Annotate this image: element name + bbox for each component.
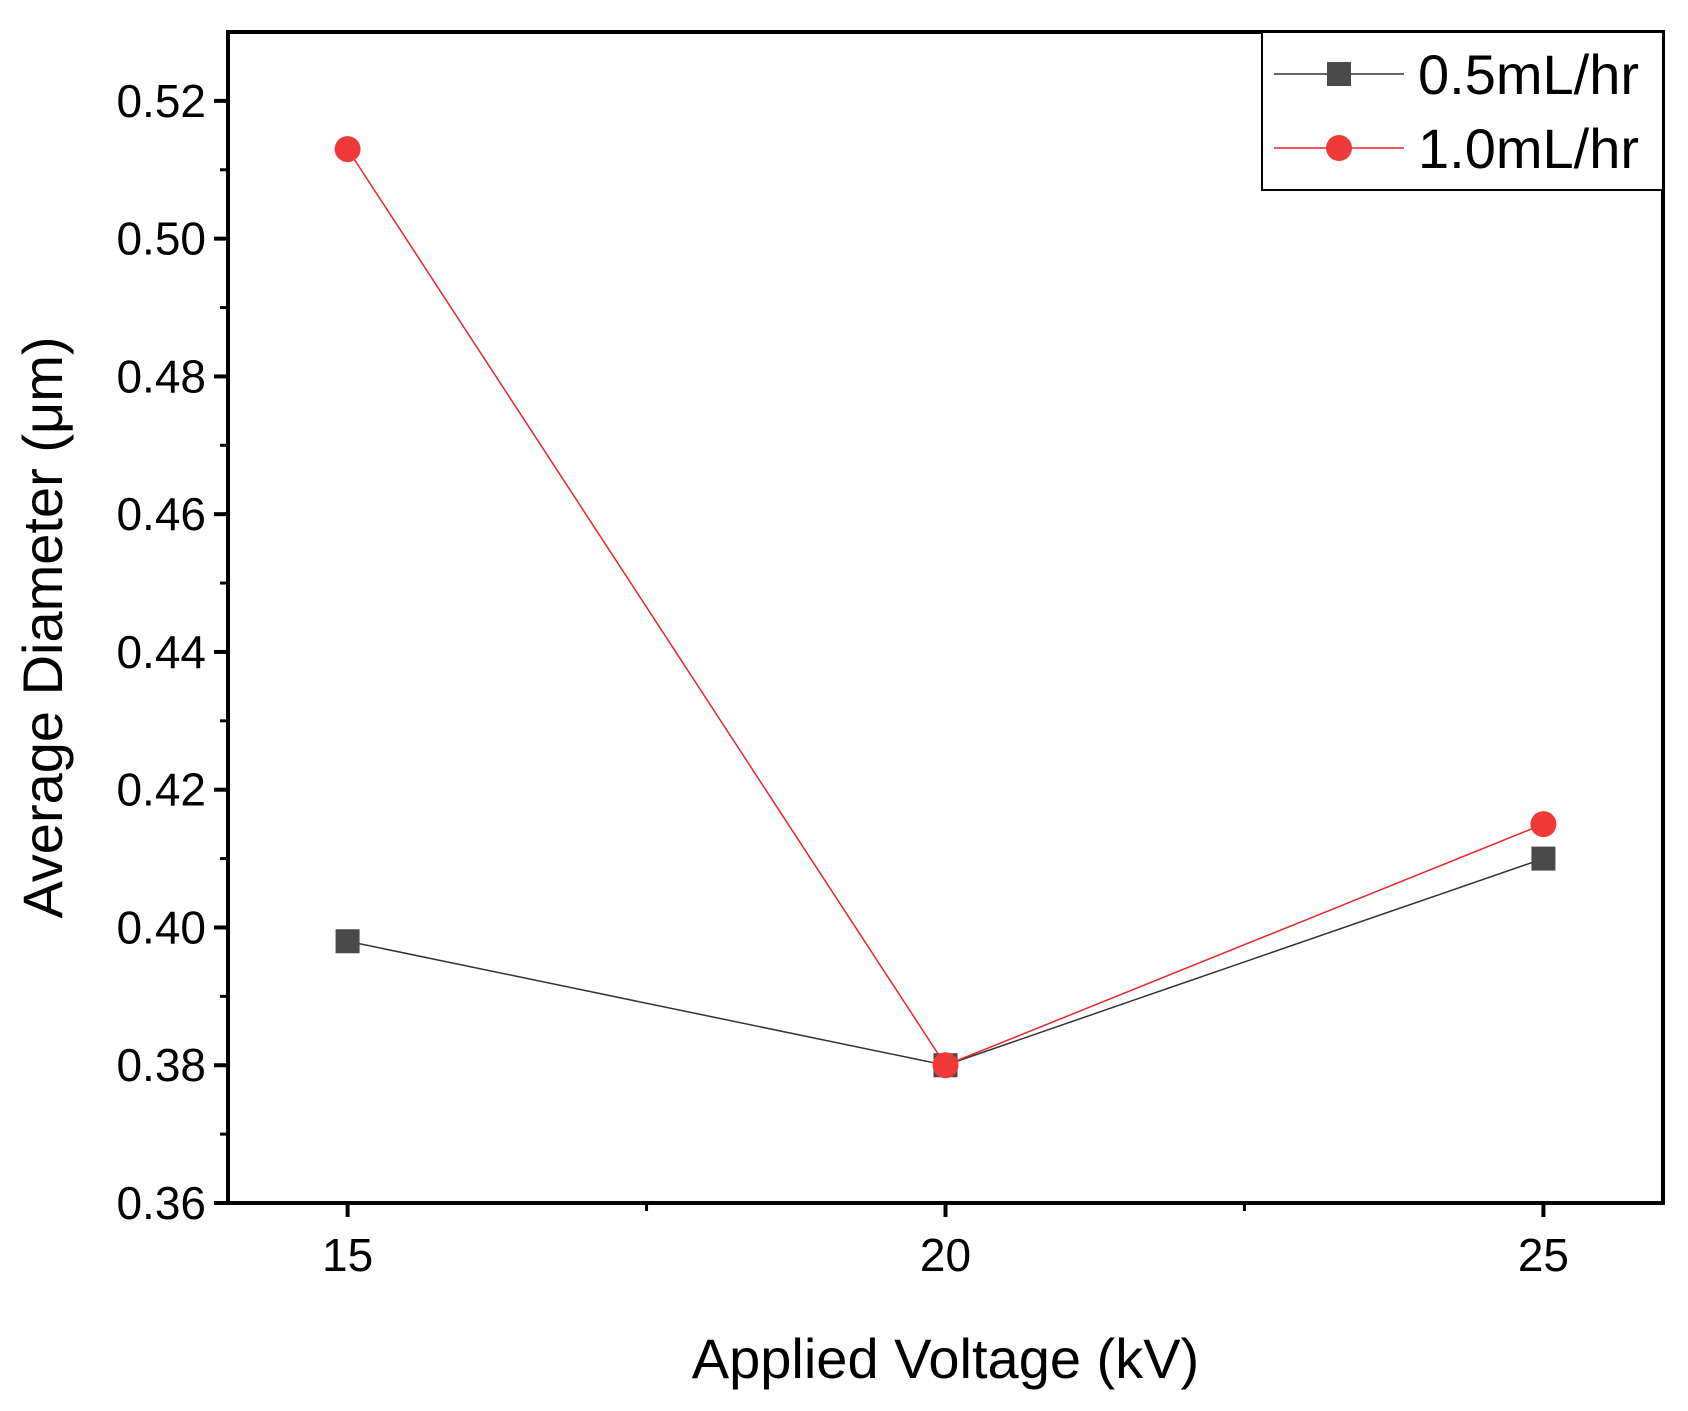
legend-item-1: 0.5mL/hr [1274,43,1639,106]
data-point [1531,846,1556,871]
y-tick-label: 0.36 [116,1177,206,1229]
series-2 [334,136,1557,1079]
legend-marker [1327,62,1351,86]
x-axis-title: Applied Voltage (kV) [692,1327,1199,1390]
series-1 [335,846,1556,1078]
data-point [335,929,360,954]
y-tick-label: 0.48 [116,350,206,402]
data-point [932,1052,959,1079]
y-tick-label: 0.44 [116,626,206,678]
series-line [346,148,1544,1067]
series-layer [334,136,1557,1079]
legend-item-2: 1.0mL/hr [1274,117,1639,180]
y-tick-label: 0.46 [116,488,206,540]
y-tick-label: 0.50 [116,213,206,265]
data-point [1530,811,1557,838]
y-tick-label: 0.42 [116,764,206,816]
plot-frame [226,30,1665,1205]
data-point [334,136,361,163]
y-axis-title: Average Diameter (μm) [11,336,74,918]
legend-marker [1326,135,1352,161]
legend: 0.5mL/hr 1.0mL/hr [1261,31,1664,191]
legend-label: 1.0mL/hr [1418,117,1639,180]
y-tick-label: 0.52 [116,75,206,127]
x-tick-label: 15 [322,1229,373,1281]
x-tick-label: 20 [920,1229,971,1281]
y-tick-label: 0.40 [116,901,206,953]
axis-ticks: 0.36 0.38 0.40 0.42 0.44 0.46 0.48 0.50 0.52 15 20… [116,75,1569,1281]
legend-box [1261,31,1664,191]
y-tick-label: 0.38 [116,1039,206,1091]
legend-label: 0.5mL/hr [1418,43,1639,106]
series-line [347,857,1544,1067]
x-tick-label: 25 [1518,1229,1569,1281]
